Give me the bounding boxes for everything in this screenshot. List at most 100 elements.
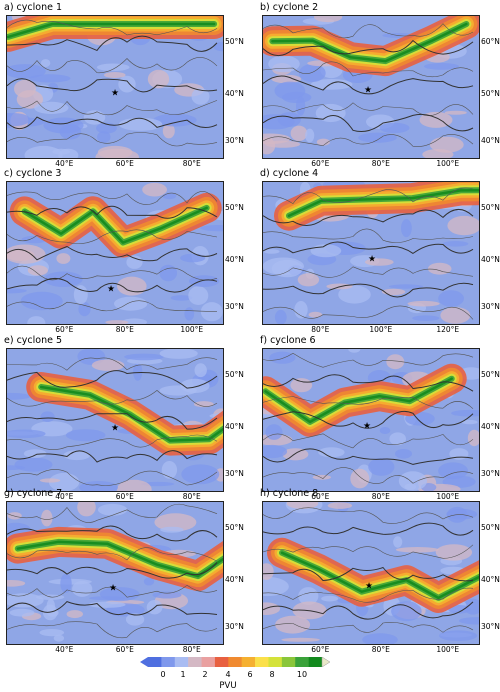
map-panel-1: a) cyclone 1 ★ 50°N 40°N 30°N 40°E 60°E 80°E [2,2,248,168]
longitude-label: 80°E [182,159,201,168]
colorbar-swatch [255,657,269,667]
panel-title: e) cyclone 5 [4,335,63,346]
longitude-label: 100°E [180,325,204,334]
colorbar-tick-label: 4 [225,670,231,679]
pv-field-map: ★ [262,501,480,645]
longitude-label: 60°E [311,645,330,654]
colorbar-swatch [295,657,309,667]
pv-field-map: ★ [262,15,480,159]
latitude-label: 40°N [225,575,244,585]
longitude-label: 80°E [182,645,201,654]
latitude-label: 50°N [225,202,244,212]
longitude-label: 80°E [371,159,390,168]
latitude-label: 50°N [481,369,500,379]
map-panel-2: b) cyclone 2 ★ 60°N 50°N 40°N 60°E 80°E 100°E [258,2,500,168]
panel-title: h) cyclone 8 [260,488,319,499]
latitude-label: 30°N [481,301,500,311]
map-panel-5: e) cyclone 5 ★ 50°N 40°N 30°N 40°E 60°E 80°E [2,335,248,501]
longitude-label: 40°E [55,645,74,654]
longitude-label: 40°E [55,159,74,168]
colorbar-tick-label: 2 [202,670,208,679]
colorbar-swatch [308,657,323,667]
longitude-label: 60°E [115,159,134,168]
cyclone-location-star-icon: ★ [110,88,120,99]
map-panel-6: f) cyclone 6 ★ 50°N 40°N 30°N 60°E 80°E 100°E [258,335,500,501]
longitude-label: 80°E [371,645,390,654]
colorbar-swatch [268,657,283,667]
cyclone-location-star-icon: ★ [364,581,374,592]
cyclone-location-star-icon: ★ [363,85,373,96]
longitude-label: 60°E [311,492,330,501]
panel-title: a) cyclone 1 [4,2,62,13]
cyclone-location-star-icon: ★ [367,254,377,265]
panel-title: d) cyclone 4 [260,168,319,179]
latitude-label: 50°N [225,522,244,532]
latitude-label: 40°N [481,575,500,585]
latitude-label: 50°N [225,36,244,46]
longitude-label: 80°E [371,492,390,501]
cyclone-location-star-icon: ★ [108,583,118,594]
panel-title: g) cyclone 7 [4,488,63,499]
colorbar-unit: PVU [219,681,237,691]
latitude-label: 40°N [481,422,500,432]
longitude-label: 80°E [115,325,134,334]
latitude-label: 40°N [481,135,500,145]
colorbar-swatch [228,657,242,667]
colorbar-swatch [214,657,229,667]
panel-title: b) cyclone 2 [260,2,319,13]
latitude-label: 40°N [225,255,244,265]
colorbar-extend-low [140,657,148,667]
pv-field-map: ★ [6,181,224,325]
map-panel-3: c) cyclone 3 ★ 50°N 40°N 30°N 60°E 80°E 100°E [2,168,248,334]
cyclone-location-star-icon: ★ [362,421,372,432]
panel-title: c) cyclone 3 [4,168,62,179]
colorbar-swatch [161,657,176,667]
cyclone-location-star-icon: ★ [110,423,120,434]
longitude-label: 100°E [436,645,460,654]
latitude-label: 30°N [225,301,244,311]
pv-field-map: ★ [6,15,224,159]
colorbar-tick-label: 6 [247,670,253,679]
latitude-label: 30°N [225,621,244,631]
map-panel-7: g) cyclone 7 ★ 50°N 40°N 30°N 40°E 60°E 80°E [2,488,248,654]
pv-field-map: ★ [6,348,224,492]
latitude-label: 60°N [481,36,500,46]
longitude-label: 100°E [436,492,460,501]
longitude-label: 80°E [182,492,201,501]
latitude-label: 40°N [225,89,244,99]
longitude-label: 60°E [311,159,330,168]
longitude-label: 60°E [55,325,74,334]
map-panel-4: d) cyclone 4 ★ 50°N 40°N 30°N 80°E 100°E 120°E [258,168,500,334]
cyclone-location-star-icon: ★ [106,284,116,295]
latitude-label: 50°N [225,369,244,379]
latitude-label: 50°N [481,89,500,99]
longitude-label: 60°E [115,492,134,501]
colorbar-swatch [241,657,256,667]
colorbar-swatch [188,657,202,667]
latitude-label: 50°N [481,202,500,212]
pv-colorbar [140,657,330,667]
pv-field-map: ★ [262,181,480,325]
longitude-label: 80°E [311,325,330,334]
longitude-label: 100°E [369,325,393,334]
colorbar-tick-label: 0 [160,670,166,679]
colorbar-tick-label: 1 [180,670,186,679]
colorbar-tick-label: 8 [269,670,275,679]
colorbar-swatch [174,657,189,667]
latitude-label: 30°N [481,468,500,478]
latitude-label: 30°N [481,621,500,631]
pv-field-map: ★ [262,348,480,492]
longitude-label: 40°E [55,492,74,501]
colorbar-tick-label: 10 [296,670,308,679]
colorbar-swatch [201,657,216,667]
latitude-label: 30°N [225,468,244,478]
colorbar-swatch [148,657,162,667]
latitude-label: 40°N [481,255,500,265]
latitude-label: 30°N [225,135,244,145]
longitude-label: 60°E [115,645,134,654]
colorbar-extend-high [321,657,330,667]
panel-title: f) cyclone 6 [260,335,316,346]
longitude-label: 120°E [436,325,460,334]
latitude-label: 50°N [481,522,500,532]
colorbar-swatch [281,657,296,667]
